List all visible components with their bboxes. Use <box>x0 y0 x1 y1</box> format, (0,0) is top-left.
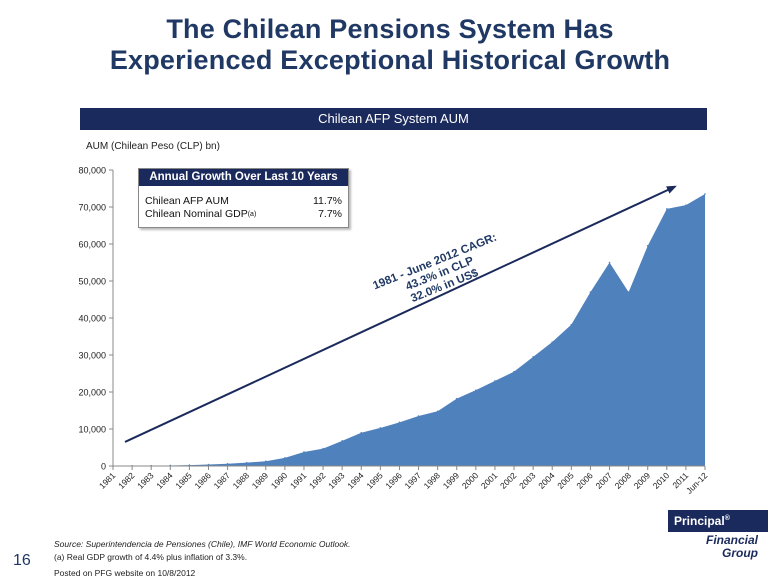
x-tick-label: 2010 <box>651 470 672 491</box>
annual-growth-box: Annual Growth Over Last 10 Years Chilean… <box>138 168 349 228</box>
x-tick-label: 1983 <box>135 470 156 491</box>
data-point-2000 <box>475 389 477 391</box>
data-point-2001 <box>494 380 496 382</box>
data-point-2008 <box>627 291 630 293</box>
posted-note: Posted on PFG website on 10/8/2012 <box>54 568 196 578</box>
x-tick-label: 1988 <box>231 470 252 491</box>
growth-row-label: Chilean Nominal GDP(a) <box>145 208 257 220</box>
x-tick-label: 2002 <box>498 470 519 491</box>
x-tick-label: 1992 <box>307 470 328 491</box>
data-point-1989 <box>264 460 267 462</box>
data-point-2002 <box>513 370 515 373</box>
y-tick-label: 30,000 <box>78 351 106 361</box>
growth-row-aum: Chilean AFP AUM 11.7% <box>139 195 348 208</box>
title-line-1: The Chilean Pensions System Has <box>166 14 614 44</box>
data-point-2007 <box>608 261 611 264</box>
x-tick-label: Jun-12 <box>684 470 710 496</box>
y-tick-label: 70,000 <box>78 203 106 213</box>
logo-financial-group: Financial Group <box>705 533 758 560</box>
x-tick-label: 1993 <box>326 470 347 491</box>
data-point-1991 <box>303 451 305 453</box>
x-tick-label: 1984 <box>154 470 175 491</box>
data-point-1988 <box>245 461 248 464</box>
data-point-2009 <box>646 245 649 247</box>
y-tick-label: 50,000 <box>78 277 106 287</box>
y-tick-label: 40,000 <box>78 314 106 324</box>
data-point-1999 <box>455 397 458 400</box>
annual-growth-rows: Chilean AFP AUM 11.7% Chilean Nominal GD… <box>139 186 348 221</box>
data-point-2005 <box>570 323 573 326</box>
x-tick-label: 2006 <box>574 470 595 491</box>
cagr-trend-arrow <box>124 185 677 443</box>
x-tick-label: 1990 <box>269 470 290 491</box>
x-tick-label: 1991 <box>288 470 309 491</box>
growth-row-label: Chilean AFP AUM <box>145 195 229 207</box>
x-tick-label: 1986 <box>192 470 213 491</box>
growth-row-value: 11.7% <box>313 195 342 207</box>
x-tick-label: 1994 <box>345 470 366 491</box>
data-point-2003 <box>532 356 534 358</box>
data-point-1990 <box>284 457 286 459</box>
data-point-1993 <box>341 440 343 442</box>
y-tick-label: 10,000 <box>78 425 106 435</box>
x-tick-label: 1998 <box>422 470 443 491</box>
source-note: Source: Superintendencia de Pensiones (C… <box>54 539 351 549</box>
x-tick-label: 2000 <box>460 470 481 491</box>
x-tick-label: 2001 <box>479 470 500 491</box>
x-tick-label: 2008 <box>613 470 634 491</box>
footnote: (a) Real GDP growth of 4.4% plus inflati… <box>54 552 248 562</box>
data-point-1995 <box>379 427 382 429</box>
y-tick-label: 20,000 <box>78 388 106 398</box>
slide-title: The Chilean Pensions System Has Experien… <box>0 14 780 76</box>
chart-banner: Chilean AFP System AUM <box>80 108 707 130</box>
data-point-2004 <box>551 341 554 343</box>
data-point-1997 <box>417 415 420 417</box>
data-point-2011 <box>685 204 687 206</box>
data-point-1998 <box>436 410 439 413</box>
page-number: 16 <box>13 552 31 569</box>
x-tick-label: 1995 <box>364 470 385 491</box>
title-line-2: Experienced Exceptional Historical Growt… <box>109 45 671 75</box>
x-tick-label: 1999 <box>441 470 462 491</box>
x-tick-label: 1997 <box>403 470 424 491</box>
x-tick-label: 2004 <box>536 470 557 491</box>
data-point-1985 <box>188 464 191 466</box>
data-point-1992 <box>322 447 324 450</box>
x-tick-label: 1996 <box>383 470 404 491</box>
y-axis-label: AUM (Chilean Peso (CLP) bn) <box>86 141 220 152</box>
annual-growth-title: Annual Growth Over Last 10 Years <box>139 169 348 186</box>
data-point-1986 <box>207 463 210 466</box>
data-point-Jun-12 <box>704 193 706 195</box>
data-point-1996 <box>398 421 401 424</box>
x-tick-label: 2009 <box>632 470 653 491</box>
x-tick-label: 1989 <box>250 470 271 491</box>
growth-row-gdp: Chilean Nominal GDP(a) 7.7% <box>139 208 348 221</box>
data-point-2006 <box>589 291 592 293</box>
x-tick-label: 1985 <box>173 470 194 491</box>
aum-area-series <box>113 194 705 467</box>
data-point-2010 <box>666 208 668 210</box>
y-tick-label: 0 <box>101 462 106 472</box>
x-tick-label: 1981 <box>97 470 118 491</box>
principal-logo: Principal® Financial Group <box>668 510 768 572</box>
growth-row-value: 7.7% <box>318 208 342 220</box>
x-tick-label: 1982 <box>116 470 137 491</box>
x-tick-label: 2005 <box>555 470 576 491</box>
y-tick-label: 60,000 <box>78 240 106 250</box>
x-tick-label: 2007 <box>593 470 614 491</box>
data-point-1987 <box>226 462 229 465</box>
data-point-1994 <box>360 431 363 434</box>
logo-principal-text: Principal® <box>668 510 768 532</box>
y-tick-label: 80,000 <box>78 166 106 176</box>
x-tick-label: 2003 <box>517 470 538 491</box>
x-tick-label: 1987 <box>212 470 233 491</box>
